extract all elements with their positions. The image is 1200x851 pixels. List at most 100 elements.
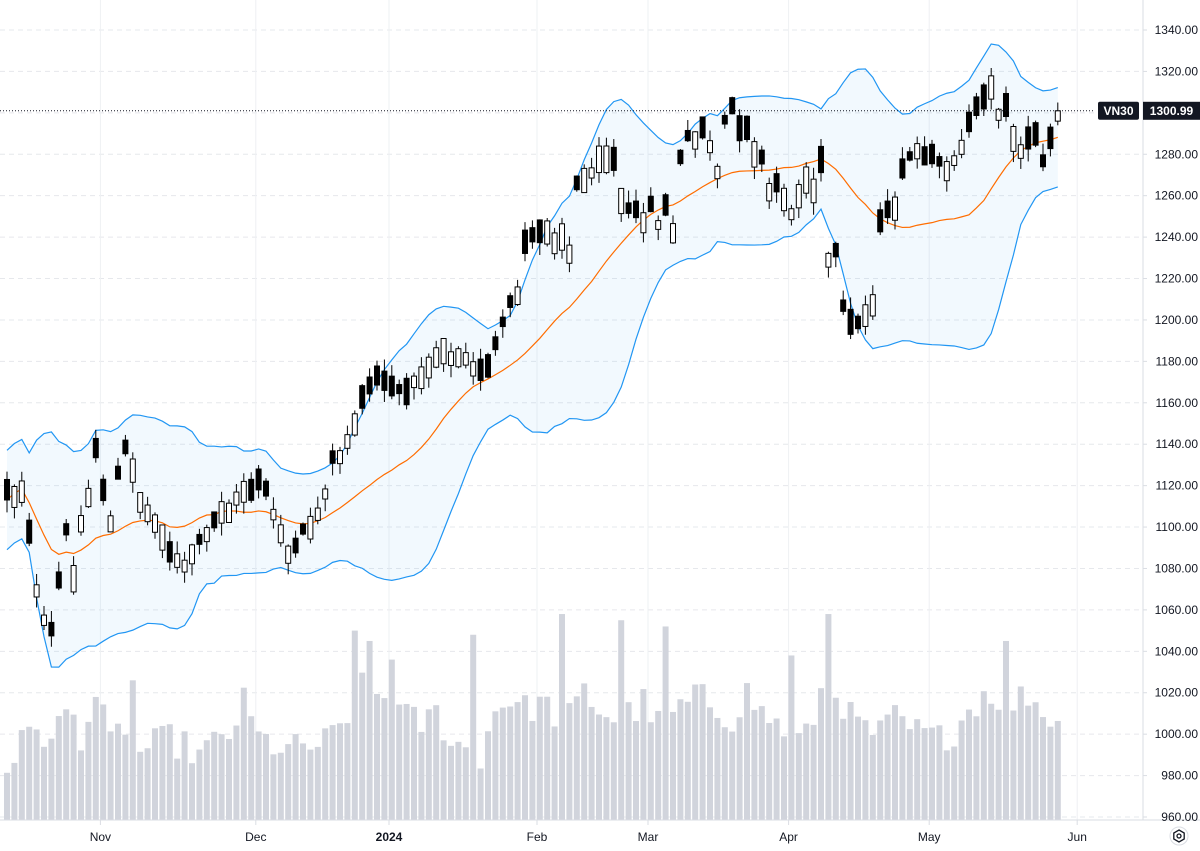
volume-bar xyxy=(462,747,469,820)
candle xyxy=(877,202,884,236)
candle xyxy=(425,353,432,388)
time-tick-label: Apr xyxy=(779,830,798,844)
candle xyxy=(929,139,935,168)
candle-body-up xyxy=(307,515,314,540)
volume-bar xyxy=(936,725,943,820)
volume-bar xyxy=(1047,726,1054,820)
price-axis[interactable]: 1340.001320.001300.001280.001260.001240.… xyxy=(1143,23,1198,824)
candle-body-up xyxy=(181,559,188,573)
volume-bar xyxy=(980,691,987,820)
volume-bar xyxy=(411,706,417,820)
volume-bar xyxy=(766,723,773,820)
candle-body-up xyxy=(129,458,136,483)
candle-body-up xyxy=(618,187,625,215)
price-tick-label: 1120.00 xyxy=(1156,479,1199,493)
candle-body-down xyxy=(818,145,824,174)
gear-icon-center[interactable] xyxy=(1176,833,1182,839)
candle-body-up xyxy=(41,614,47,626)
candle-body-up xyxy=(226,502,232,523)
settings-button-bg[interactable] xyxy=(1169,826,1189,846)
settings-button[interactable] xyxy=(1169,826,1189,846)
candle xyxy=(596,137,602,183)
candle-body-down xyxy=(647,195,654,213)
volume-bar xyxy=(159,725,166,820)
candle xyxy=(329,443,336,476)
candle xyxy=(559,217,565,259)
candle-body-down xyxy=(906,151,913,161)
lower-band-line xyxy=(6,186,1058,668)
volume-bar xyxy=(470,634,477,820)
volume-bar xyxy=(677,699,684,820)
candle-body-up xyxy=(795,184,802,209)
gear-icon[interactable] xyxy=(1173,829,1185,843)
candle xyxy=(292,530,299,558)
candle xyxy=(647,187,654,213)
candle xyxy=(144,496,151,526)
candle-body-up xyxy=(892,196,898,221)
time-tick-label: Jun xyxy=(1068,830,1087,844)
candle-body-down xyxy=(929,143,935,165)
volume-bar xyxy=(647,722,654,820)
volume-bar xyxy=(1010,710,1017,820)
price-tick-label: 1100.00 xyxy=(1156,520,1199,534)
volume-bar xyxy=(670,711,676,820)
candle xyxy=(344,425,351,455)
candle xyxy=(270,497,277,529)
candle-body-down xyxy=(388,375,395,397)
time-tick-label: Mar xyxy=(638,830,659,844)
candle-body-down xyxy=(492,336,499,351)
time-axis[interactable]: Nov Dec 2024 Feb Mar Apr May Jun xyxy=(90,820,1087,844)
candle xyxy=(892,191,898,230)
candle xyxy=(936,152,943,179)
volume-bar xyxy=(899,716,906,820)
candle xyxy=(233,484,240,514)
candle-body-down xyxy=(662,194,669,216)
candle xyxy=(203,524,210,552)
volume-bar xyxy=(270,754,277,820)
volume-bar xyxy=(1040,717,1046,820)
volume-bar xyxy=(529,720,536,820)
volume-bar xyxy=(692,684,699,820)
symbol-label: VN30 xyxy=(1103,104,1133,118)
volume-bar xyxy=(892,705,898,820)
candle xyxy=(921,136,928,166)
candle xyxy=(248,472,255,503)
candle-body-up xyxy=(825,252,832,268)
candle xyxy=(825,251,832,278)
price-tick-label: 1080.00 xyxy=(1155,561,1199,575)
price-tick-label: 1280.00 xyxy=(1155,147,1199,161)
volume-bar xyxy=(818,688,824,820)
volume-bar xyxy=(300,743,306,820)
candle xyxy=(1047,123,1054,157)
volume-bar xyxy=(522,695,528,820)
last-price-label: 1300.99 xyxy=(1150,104,1194,118)
candle xyxy=(300,522,306,536)
volume-bar xyxy=(655,710,662,820)
candle xyxy=(1025,115,1032,162)
volume-bar xyxy=(448,745,454,820)
candle xyxy=(744,115,750,143)
candle xyxy=(973,92,980,120)
candle-body-down xyxy=(899,158,906,179)
candle xyxy=(958,129,965,159)
candle xyxy=(137,492,144,520)
candle xyxy=(995,107,1002,129)
volume-bar xyxy=(26,726,33,820)
candle-body-up xyxy=(433,347,440,368)
candle-body-up xyxy=(559,223,565,251)
volume-bar xyxy=(78,750,84,820)
candle-body-down xyxy=(980,84,987,110)
candle xyxy=(899,147,906,180)
candle-body-up xyxy=(270,508,277,521)
volume-bar xyxy=(840,718,847,820)
volume-bar xyxy=(359,672,366,820)
candle-body-down xyxy=(936,156,943,167)
time-tick-label: May xyxy=(918,830,941,844)
candle xyxy=(26,512,33,547)
candle-body-up xyxy=(144,504,151,523)
volume-bar xyxy=(699,684,706,820)
volume-bar xyxy=(707,707,713,820)
candle-body-down xyxy=(499,316,506,328)
candle xyxy=(462,342,469,369)
candle-body-down xyxy=(92,437,99,459)
